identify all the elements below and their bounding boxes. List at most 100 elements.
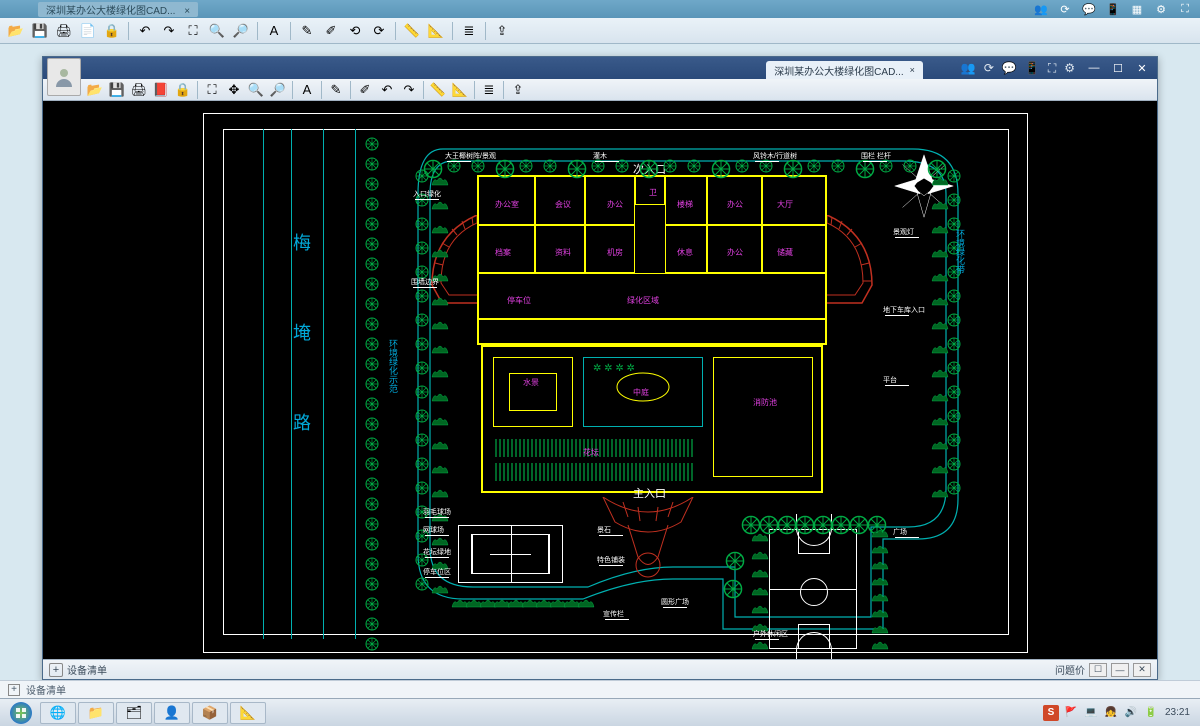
grid-icon[interactable]: ▦	[1130, 2, 1144, 16]
titlebar-actions: 👥 ⟳ 💬 📱 ⛶ ⚙	[953, 61, 1083, 76]
cad-icon[interactable]: 📐	[230, 702, 266, 724]
phone-icon[interactable]: 📱	[1106, 2, 1120, 16]
room-label: 资料	[555, 247, 571, 258]
close-icon[interactable]: ×	[184, 6, 190, 17]
tree-icon	[831, 159, 845, 173]
batt-icon[interactable]: 🔋	[1143, 705, 1159, 721]
back-icon[interactable]: ⟲	[345, 21, 365, 41]
layers-icon[interactable]: ≣	[479, 80, 499, 100]
tree-icon	[365, 477, 379, 491]
clock[interactable]: 23:21	[1165, 707, 1190, 718]
people-icon[interactable]: 👥	[961, 61, 976, 76]
cad-window: 深圳某办公大楼绿化图CAD... × 👥⟳💬📱⛶⚙ — ☐ ✕ 📂💾🖨📕🔒⛶✥🔍…	[42, 56, 1158, 680]
layers-icon[interactable]: ≣	[459, 21, 479, 41]
lock-icon[interactable]: 🔒	[173, 80, 193, 100]
phone-icon[interactable]: 📱	[1025, 61, 1040, 76]
fullscreen-icon[interactable]: ⛶	[1178, 2, 1192, 16]
tree-icon	[795, 515, 815, 535]
ruler-icon[interactable]: 📏	[402, 21, 422, 41]
status-right-label: 问题价	[1055, 662, 1085, 677]
separator	[395, 22, 396, 40]
zoomout-icon[interactable]: 🔎	[268, 80, 288, 100]
chat-icon[interactable]: 💬	[1002, 61, 1017, 76]
tree-icon	[831, 515, 851, 535]
redo-icon[interactable]: ↷	[159, 21, 179, 41]
status-btn-3[interactable]: ✕	[1133, 663, 1151, 677]
measure-icon[interactable]: 📐	[426, 21, 446, 41]
callout-label: 广场	[893, 527, 907, 537]
pan-icon[interactable]: ✥	[224, 80, 244, 100]
pen-icon[interactable]: ✎	[326, 80, 346, 100]
room-label: 休息	[677, 247, 693, 258]
cad-canvas[interactable]: 梅 埯 路	[43, 101, 1157, 659]
fit-icon[interactable]: ⛶	[202, 80, 222, 100]
undo-icon[interactable]: ↶	[135, 21, 155, 41]
zoomin-icon[interactable]: 🔍	[207, 21, 227, 41]
bush-icon	[749, 583, 771, 597]
document-tab[interactable]: 深圳某办公大楼绿化图CAD... ×	[766, 61, 923, 79]
input-icon[interactable]: S	[1043, 705, 1059, 721]
folder-icon[interactable]: 📁	[78, 702, 114, 724]
zoomout-icon[interactable]: 🔎	[231, 21, 251, 41]
tree-icon	[663, 159, 677, 173]
sheet-name[interactable]: 设备清单	[67, 662, 107, 677]
east-side-label: 环境绿化带	[954, 229, 967, 274]
fwd-icon[interactable]: ⟳	[369, 21, 389, 41]
archive-icon[interactable]: 📦	[192, 702, 228, 724]
folder2-icon[interactable]: 🗂	[116, 702, 152, 724]
status-btn-2[interactable]: —	[1111, 663, 1129, 677]
measure-icon[interactable]: 📐	[450, 80, 470, 100]
close-button[interactable]: ✕	[1131, 60, 1153, 76]
add-icon[interactable]: +	[8, 684, 20, 696]
highlight-icon[interactable]: ✐	[321, 21, 341, 41]
maximize-button[interactable]: ☐	[1107, 60, 1129, 76]
face-icon[interactable]: 👧	[1103, 705, 1119, 721]
vol-icon[interactable]: 🔊	[1123, 705, 1139, 721]
tree-icon	[783, 159, 803, 179]
app-icon[interactable]: 👤	[154, 702, 190, 724]
text-icon[interactable]: A	[264, 21, 284, 41]
lock-icon[interactable]: 🔒	[102, 21, 122, 41]
gear-icon[interactable]: ⚙	[1154, 2, 1168, 16]
close-icon[interactable]: ×	[910, 65, 915, 75]
bush-icon	[929, 485, 951, 499]
tree-icon	[365, 637, 379, 651]
room-label: 会议	[555, 199, 571, 210]
bush-icon	[929, 245, 951, 259]
ruler-icon[interactable]: 📏	[428, 80, 448, 100]
chat-icon[interactable]: 💬	[1082, 2, 1096, 16]
start-button[interactable]	[4, 701, 38, 725]
flag-icon[interactable]: 🚩	[1063, 705, 1079, 721]
open-icon[interactable]: 📂	[85, 80, 105, 100]
zoomfit-icon[interactable]: ⛶	[183, 21, 203, 41]
tennis-court	[458, 525, 563, 583]
fullscreen-icon[interactable]: ⛶	[1048, 61, 1056, 76]
redo-icon[interactable]: ↷	[399, 80, 419, 100]
text-icon[interactable]: A	[297, 80, 317, 100]
save-icon[interactable]: 💾	[30, 21, 50, 41]
save-icon[interactable]: 💾	[107, 80, 127, 100]
outer-doc-tab[interactable]: 深圳某办公大楼绿化图CAD... ×	[38, 2, 198, 17]
minimize-button[interactable]: —	[1083, 60, 1105, 76]
user-avatar[interactable]	[47, 58, 81, 96]
add-sheet-button[interactable]: +	[49, 663, 63, 677]
print-icon[interactable]: 🖨	[129, 80, 149, 100]
sync-icon[interactable]: ⟳	[1058, 2, 1072, 16]
pen-icon[interactable]: ✎	[297, 21, 317, 41]
open-icon[interactable]: 📂	[6, 21, 26, 41]
gear-icon[interactable]: ⚙	[1064, 61, 1075, 76]
status-btn-1[interactable]: ☐	[1089, 663, 1107, 677]
people-icon[interactable]: 👥	[1034, 2, 1048, 16]
export-icon[interactable]: ⇪	[492, 21, 512, 41]
tree-icon	[415, 169, 429, 183]
pdf-icon[interactable]: 📕	[151, 80, 171, 100]
sync-icon[interactable]: ⟳	[984, 61, 994, 76]
net-icon[interactable]: 💻	[1083, 705, 1099, 721]
pdf-icon[interactable]: 📄	[78, 21, 98, 41]
highlight-icon[interactable]: ✐	[355, 80, 375, 100]
zoomin-icon[interactable]: 🔍	[246, 80, 266, 100]
print-icon[interactable]: 🖨	[54, 21, 74, 41]
browser-icon[interactable]: 🌐	[40, 702, 76, 724]
undo-icon[interactable]: ↶	[377, 80, 397, 100]
export-icon[interactable]: ⇪	[508, 80, 528, 100]
